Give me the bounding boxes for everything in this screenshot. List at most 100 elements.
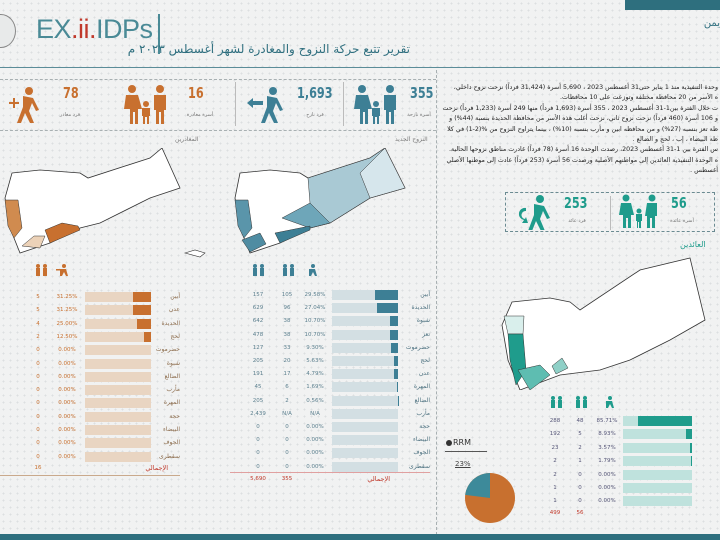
total-cumulative: 5,690	[250, 476, 266, 482]
map-returnees	[501, 257, 706, 390]
stat-value: 16	[188, 84, 204, 102]
families-cell: N/A	[282, 410, 292, 417]
total-label: الإجمالي	[367, 475, 390, 483]
percent-cell: N/A	[310, 410, 320, 417]
departed-bar	[85, 451, 151, 462]
map-departed	[4, 148, 206, 258]
families-cell: 96	[283, 305, 291, 312]
column-header-icons	[551, 396, 614, 408]
governorate-label: تعز	[422, 330, 430, 338]
governorate-label: شبوة	[416, 317, 430, 325]
percent-cell: 0.00%	[306, 437, 324, 444]
governorate-label: حجة	[169, 412, 180, 420]
family-icon	[354, 85, 396, 124]
families-cell: 17	[283, 371, 291, 378]
returning-person-icon	[518, 195, 550, 230]
governorate-label: سقطرى	[409, 462, 430, 470]
bar-fill	[638, 416, 692, 426]
percent-cell: 0.00%	[598, 498, 616, 505]
returnees-bar	[623, 429, 692, 440]
stat-value: 56	[671, 194, 687, 212]
displaced-bar	[332, 303, 398, 314]
governorate-label: الضالع	[414, 396, 430, 404]
departing-person-icon	[9, 87, 39, 123]
governorate-label: المهرة	[163, 399, 180, 407]
returnees-bar	[623, 442, 692, 453]
governorate-label: حجة	[419, 423, 430, 430]
percent-cell: 0.00%	[58, 373, 76, 380]
families-cell: 38	[283, 331, 291, 338]
cumulative-cell: 127	[252, 344, 264, 351]
families-cell: 5	[578, 431, 582, 438]
family-icon	[124, 85, 166, 124]
map-new-displacement	[234, 148, 406, 254]
stat-label: فرد نازح	[306, 112, 324, 118]
cumulative-cell: 0	[256, 463, 260, 470]
stat-value: 253	[564, 194, 588, 212]
percent-cell: 1.79%	[598, 458, 616, 465]
cumulative-cell: 45	[254, 384, 262, 391]
families-cell: 1	[578, 458, 582, 465]
map-title-departed: المغادرين	[175, 136, 199, 143]
count-cell: 0	[36, 400, 40, 407]
summary-paragraph: وحدة التنفيذية منذ 1 يناير حتى31 أغسطس 2…	[440, 83, 720, 177]
count-cell: 0	[36, 360, 40, 367]
governorate-label: البيضاء	[413, 436, 430, 444]
stat-displaced-individuals: 1,693 فرد نازح	[245, 84, 345, 128]
families-cell: 0	[285, 424, 289, 430]
summary-line: ت خلال الفترة بين1-31 أغسطس 2023 ، 355 أ…	[442, 104, 718, 112]
governorate-label: حضرموت	[155, 346, 180, 354]
families-cell: 0	[578, 485, 582, 491]
count-cell: 5	[36, 294, 40, 300]
summary-line: س الفترة بين 1-31 أغسطس 2023، رصدت الوحد…	[448, 146, 718, 154]
governorate-label: لحج	[420, 357, 430, 364]
percent-cell: 8.93%	[598, 431, 616, 438]
displaced-bar	[332, 422, 398, 432]
governorate-label: عدن	[168, 306, 180, 314]
governorate-label: الجوف	[413, 449, 430, 457]
families-cell: 38	[283, 318, 291, 325]
stat-value: 355	[410, 84, 434, 102]
emblem-logo	[0, 14, 16, 48]
displaced-bar	[332, 395, 398, 406]
family-icon	[619, 194, 657, 228]
count-cell: 0	[36, 453, 40, 460]
bar-fill	[686, 429, 692, 440]
displaced-bar	[332, 290, 398, 300]
displaced-bar	[332, 435, 398, 446]
summary-line: وحدة التنفيذية منذ 1 يناير حتى31 أغسطس 2…	[453, 84, 718, 91]
displaced-bar	[332, 342, 398, 353]
count-cell: 0	[36, 440, 40, 447]
cumulative-cell: 205	[252, 397, 264, 404]
rrm-pct-label: 23%	[455, 460, 471, 468]
departed-bar	[85, 318, 151, 329]
families-cell: 0	[578, 471, 582, 478]
percent-cell: 0.00%	[306, 463, 324, 470]
bar-fill	[393, 356, 398, 366]
total-cell: 16	[34, 465, 42, 471]
departed-bar	[85, 425, 151, 435]
total-label: الإجمالي	[145, 464, 168, 472]
percent-cell: 0.00%	[598, 471, 616, 478]
departed-bar	[85, 358, 151, 369]
column-header-icons	[36, 264, 68, 276]
cumulative-cell: 288	[549, 418, 561, 424]
governorate-label: أبين	[420, 291, 430, 298]
percent-cell: 27.04%	[304, 305, 326, 312]
cumulative-cell: 0	[256, 450, 260, 457]
bar-fill	[136, 318, 151, 329]
governorate-label: البيضاء	[163, 426, 180, 433]
percent-cell: 0.56%	[306, 397, 324, 404]
count-cell: 2	[36, 333, 40, 340]
percent-cell: 9.30%	[306, 344, 324, 351]
bar-fill	[375, 290, 398, 300]
cumulative-cell: 192	[549, 431, 561, 438]
governorate-label: شبوة	[166, 359, 180, 367]
displaced-bar	[332, 329, 398, 340]
families-cell: 0	[285, 437, 289, 444]
summary-line: ه الوحدة التنفيذية العائدين إلى مواطنهم …	[446, 156, 718, 164]
percent-cell: 5.63%	[306, 358, 324, 364]
cumulative-cell: 191	[252, 371, 264, 378]
returnees-bar	[623, 483, 692, 493]
bar-fill	[389, 329, 398, 340]
